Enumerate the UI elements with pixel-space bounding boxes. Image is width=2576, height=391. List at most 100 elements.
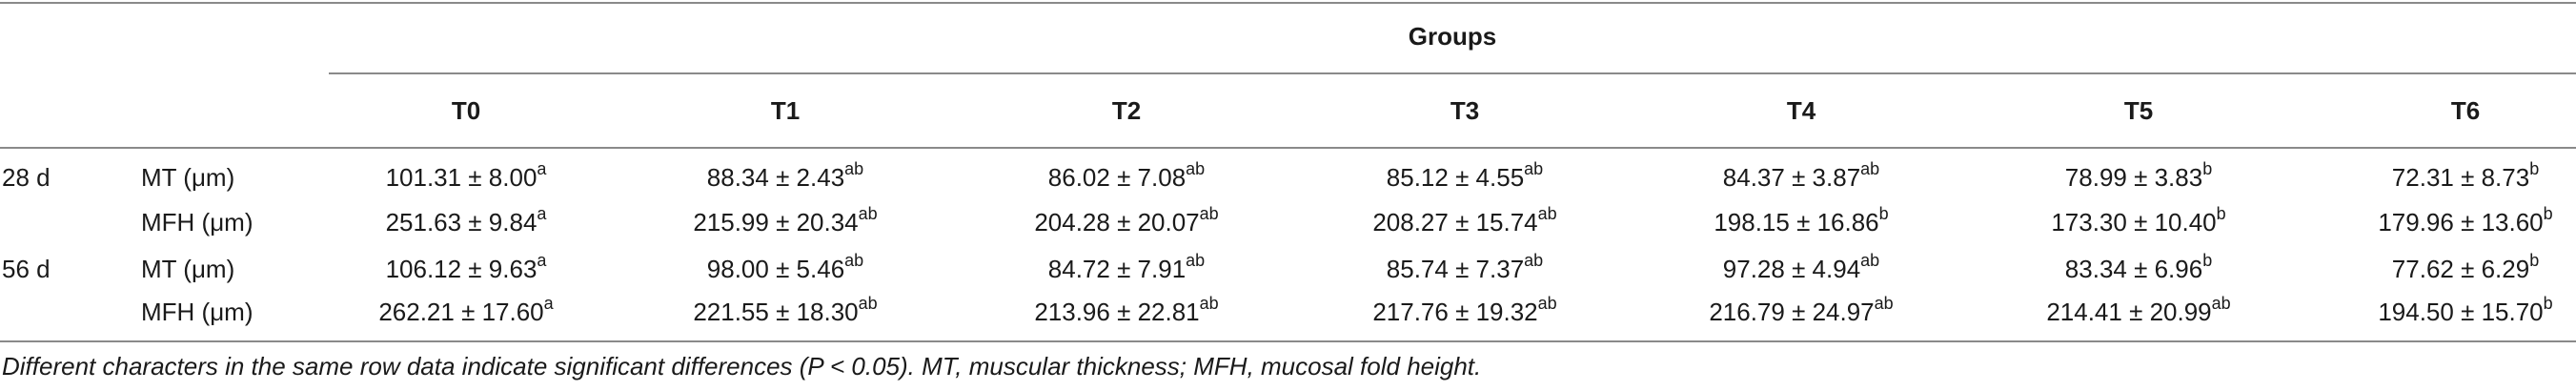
- table-cell: 213.96 ± 22.81ab: [969, 291, 1284, 333]
- significance-letter: a: [537, 159, 547, 179]
- significance-letter: b: [1878, 204, 1889, 224]
- table-cell: 204.28 ± 20.07ab: [969, 201, 1284, 243]
- table-cell: 173.30 ± 10.40b: [1981, 201, 2296, 243]
- significance-letter: ab: [844, 251, 864, 271]
- cell-value: 101.31 ± 8.00: [385, 163, 538, 192]
- significance-letter: ab: [1537, 294, 1557, 314]
- table-cell: 78.99 ± 3.83b: [1981, 156, 2296, 198]
- row-period-label: 28 d: [2, 163, 51, 192]
- header-bottom-rule: [0, 147, 2576, 149]
- cell-value: 85.12 ± 4.55: [1386, 163, 1525, 192]
- groups-header: Groups: [1408, 22, 1497, 51]
- cell-value: 86.02 ± 7.08: [1047, 163, 1187, 192]
- significance-letter: b: [2202, 251, 2213, 271]
- column-header-t3: T3: [1450, 96, 1480, 125]
- cell-value: 179.96 ± 13.60: [2378, 208, 2544, 237]
- significance-letter: a: [537, 251, 547, 271]
- table-cell: 106.12 ± 9.63a: [309, 248, 623, 290]
- cell-value: 217.76 ± 19.32: [1372, 298, 1538, 326]
- cell-value: 198.15 ± 16.86: [1714, 208, 1879, 237]
- table-cell: 215.99 ± 20.34ab: [628, 201, 943, 243]
- table-cell: 85.12 ± 4.55ab: [1308, 156, 1622, 198]
- significance-letter: ab: [1199, 204, 1219, 224]
- significance-letter: ab: [2211, 294, 2231, 314]
- table-cell: 216.79 ± 24.97ab: [1644, 291, 1958, 333]
- significance-letter: a: [537, 204, 547, 224]
- cell-value: 85.74 ± 7.37: [1386, 255, 1525, 283]
- significance-letter: ab: [1524, 251, 1544, 271]
- table-cell: 262.21 ± 17.60a: [309, 291, 623, 333]
- column-header-t4: T4: [1786, 96, 1816, 125]
- significance-letter: ab: [1537, 204, 1557, 224]
- column-header-t1: T1: [770, 96, 801, 125]
- cell-value: 98.00 ± 5.46: [706, 255, 845, 283]
- table-cell: 85.74 ± 7.37ab: [1308, 248, 1622, 290]
- cell-value: 213.96 ± 22.81: [1034, 298, 1200, 326]
- table-cell: 198.15 ± 16.86b: [1644, 201, 1958, 243]
- cell-value: 221.55 ± 18.30: [693, 298, 859, 326]
- significance-letter: ab: [858, 294, 878, 314]
- significance-letter: ab: [1186, 159, 1206, 179]
- table-cell: 72.31 ± 8.73b: [2308, 156, 2576, 198]
- table-cell: 179.96 ± 13.60b: [2308, 201, 2576, 243]
- table-cell: 221.55 ± 18.30ab: [628, 291, 943, 333]
- table-cell: 98.00 ± 5.46ab: [628, 248, 943, 290]
- cell-value: 83.34 ± 6.96: [2064, 255, 2203, 283]
- significance-letter: b: [2543, 294, 2553, 314]
- significance-letter: b: [2529, 251, 2540, 271]
- cell-value: 215.99 ± 20.34: [693, 208, 859, 237]
- significance-letter: a: [543, 294, 554, 314]
- cell-value: 84.72 ± 7.91: [1047, 255, 1187, 283]
- cell-value: 78.99 ± 3.83: [2064, 163, 2203, 192]
- cell-value: 106.12 ± 9.63: [385, 255, 538, 283]
- table-cell: 214.41 ± 20.99ab: [1981, 291, 2296, 333]
- row-measure-label: MFH (μm): [141, 298, 254, 326]
- row-measure-label: MT (μm): [141, 255, 235, 283]
- significance-letter: ab: [1199, 294, 1219, 314]
- table-cell: 77.62 ± 6.29b: [2308, 248, 2576, 290]
- column-header-t5: T5: [2123, 96, 2154, 125]
- table-cell: 84.72 ± 7.91ab: [969, 248, 1284, 290]
- significance-letter: b: [2202, 159, 2213, 179]
- table-footnote: Different characters in the same row dat…: [2, 352, 1482, 381]
- cell-value: 216.79 ± 24.97: [1709, 298, 1875, 326]
- significance-letter: ab: [1524, 159, 1544, 179]
- cell-value: 208.27 ± 15.74: [1372, 208, 1538, 237]
- cell-value: 84.37 ± 3.87: [1722, 163, 1861, 192]
- cell-value: 88.34 ± 2.43: [706, 163, 845, 192]
- table-top-rule: [0, 2, 2576, 4]
- column-header-t6: T6: [2450, 96, 2481, 125]
- column-header-t0: T0: [451, 96, 481, 125]
- row-measure-label: MFH (μm): [141, 208, 254, 237]
- significance-letter: ab: [1860, 251, 1880, 271]
- table-bottom-rule: [0, 340, 2576, 342]
- significance-letter: b: [2543, 204, 2553, 224]
- significance-letter: b: [2529, 159, 2540, 179]
- cell-value: 214.41 ± 20.99: [2046, 298, 2212, 326]
- column-header-t2: T2: [1111, 96, 1142, 125]
- table-cell: 251.63 ± 9.84a: [309, 201, 623, 243]
- row-measure-label: MT (μm): [141, 163, 235, 192]
- table-cell: 217.76 ± 19.32ab: [1308, 291, 1622, 333]
- row-period-label: 56 d: [2, 255, 51, 283]
- cell-value: 262.21 ± 17.60: [378, 298, 544, 326]
- cell-value: 173.30 ± 10.40: [2051, 208, 2217, 237]
- table-cell: 88.34 ± 2.43ab: [628, 156, 943, 198]
- table-cell: 86.02 ± 7.08ab: [969, 156, 1284, 198]
- cell-value: 77.62 ± 6.29: [2391, 255, 2530, 283]
- cell-value: 72.31 ± 8.73: [2391, 163, 2530, 192]
- table-cell: 97.28 ± 4.94ab: [1644, 248, 1958, 290]
- table-cell: 194.50 ± 15.70b: [2308, 291, 2576, 333]
- groups-underline-rule: [329, 72, 2576, 74]
- significance-letter: ab: [1186, 251, 1206, 271]
- significance-letter: ab: [1860, 159, 1880, 179]
- cell-value: 204.28 ± 20.07: [1034, 208, 1200, 237]
- significance-letter: ab: [1874, 294, 1894, 314]
- table-cell: 83.34 ± 6.96b: [1981, 248, 2296, 290]
- table-cell: 101.31 ± 8.00a: [309, 156, 623, 198]
- table-cell: 84.37 ± 3.87ab: [1644, 156, 1958, 198]
- table-cell: 208.27 ± 15.74ab: [1308, 201, 1622, 243]
- cell-value: 194.50 ± 15.70: [2378, 298, 2544, 326]
- significance-letter: b: [2216, 204, 2226, 224]
- cell-value: 251.63 ± 9.84: [385, 208, 538, 237]
